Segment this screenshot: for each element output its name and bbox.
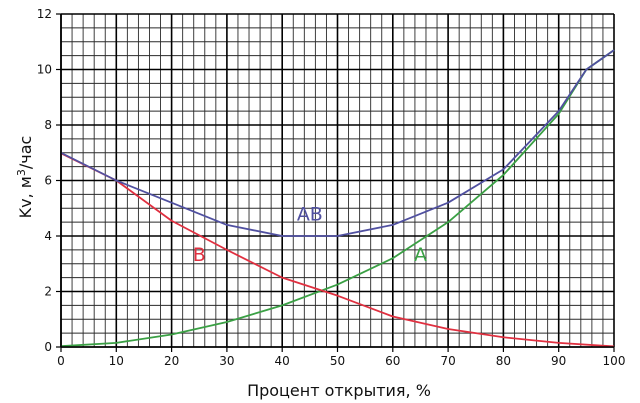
y-tick-label: 10 (37, 63, 52, 77)
x-tick-label: 70 (440, 354, 455, 368)
x-tick-label: 80 (496, 354, 511, 368)
series-layer (60, 49, 615, 348)
series-line-b (60, 152, 615, 348)
y-tick-label: 12 (37, 7, 52, 21)
x-tick-labels: 0 10 20 30 40 50 60 70 80 90 100 (57, 354, 625, 368)
y-tick-label: 0 (44, 340, 52, 354)
x-tick-label: 100 (603, 354, 626, 368)
x-axis-title: Процент открытия, % (247, 381, 431, 400)
y-tick-labels: 0 2 4 6 8 10 12 (37, 7, 52, 354)
y-axis-title: Kv, м3/час (15, 136, 35, 219)
y-axis-title-main: Kv, м (16, 176, 35, 218)
series-line-a (60, 49, 615, 348)
x-tick-label: 30 (219, 354, 234, 368)
series-label-ab: AB (297, 204, 323, 226)
series-label-a: A (414, 244, 427, 266)
x-tick-label: 90 (551, 354, 566, 368)
y-tick-label: 4 (44, 229, 52, 243)
x-tick-label: 60 (385, 354, 400, 368)
series-label-b: B (193, 244, 206, 266)
y-axis-title-sup: 3 (15, 169, 28, 176)
x-tick-label: 0 (57, 354, 65, 368)
x-tick-label: 20 (164, 354, 179, 368)
y-tick-label: 6 (44, 174, 52, 188)
series-line-ab (60, 49, 615, 237)
y-tick-label: 8 (44, 118, 52, 132)
x-tick-label: 50 (330, 354, 345, 368)
x-tick-label: 10 (109, 354, 124, 368)
y-axis-title-tail: /час (16, 136, 35, 169)
y-tick-label: 2 (44, 285, 52, 299)
series-labels: AB B A (193, 204, 427, 266)
x-tick-label: 40 (275, 354, 290, 368)
axes (56, 13, 615, 352)
